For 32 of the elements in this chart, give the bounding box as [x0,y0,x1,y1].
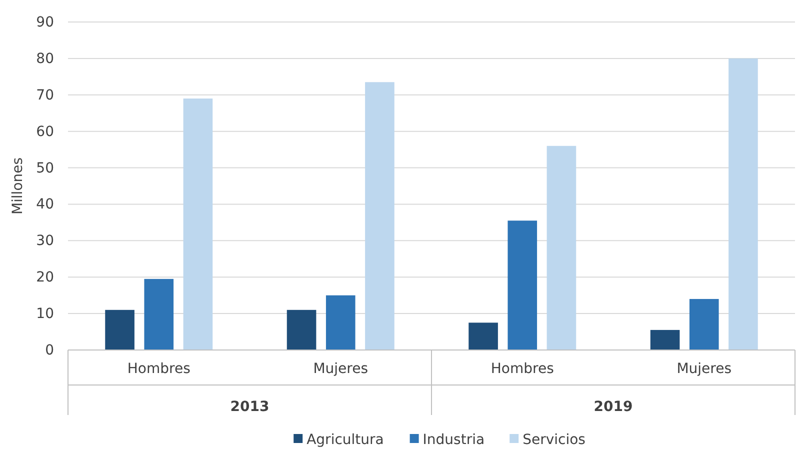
y-tick-label: 60 [36,124,54,140]
legend-label: Servicios [522,432,586,448]
y-tick-label: 0 [45,342,54,358]
bar [468,322,498,350]
bar [689,298,719,350]
bar [326,295,356,350]
bar [508,220,538,350]
x-tick-label: Mujeres [676,360,732,377]
bar [183,98,213,350]
bar [286,310,316,350]
bar [728,58,758,350]
y-tick-label: 30 [36,233,54,250]
bar [365,82,394,350]
text: 2019 [594,399,633,415]
y-tick-label: 20 [36,270,54,286]
x-tick-label: Hombres [127,360,190,377]
bar [546,146,576,350]
y-tick-label: 40 [36,196,54,213]
y-tick-label: 10 [36,306,54,322]
y-tick-label: 70 [36,87,54,104]
y-tick-label: 80 [36,50,54,67]
x-tick-label: Hombres [490,360,554,377]
bar [144,278,174,350]
bar [105,310,134,350]
y-tick-label: 90 [36,14,54,30]
y-axis-title: Millones [10,157,26,215]
x-tick-label: Mujeres [313,360,368,377]
legend-label: Industria [422,432,485,448]
legend-label: Agricultura [306,432,384,448]
y-tick-label: 50 [36,160,54,176]
bar [650,330,680,350]
text: 2013 [230,399,270,415]
